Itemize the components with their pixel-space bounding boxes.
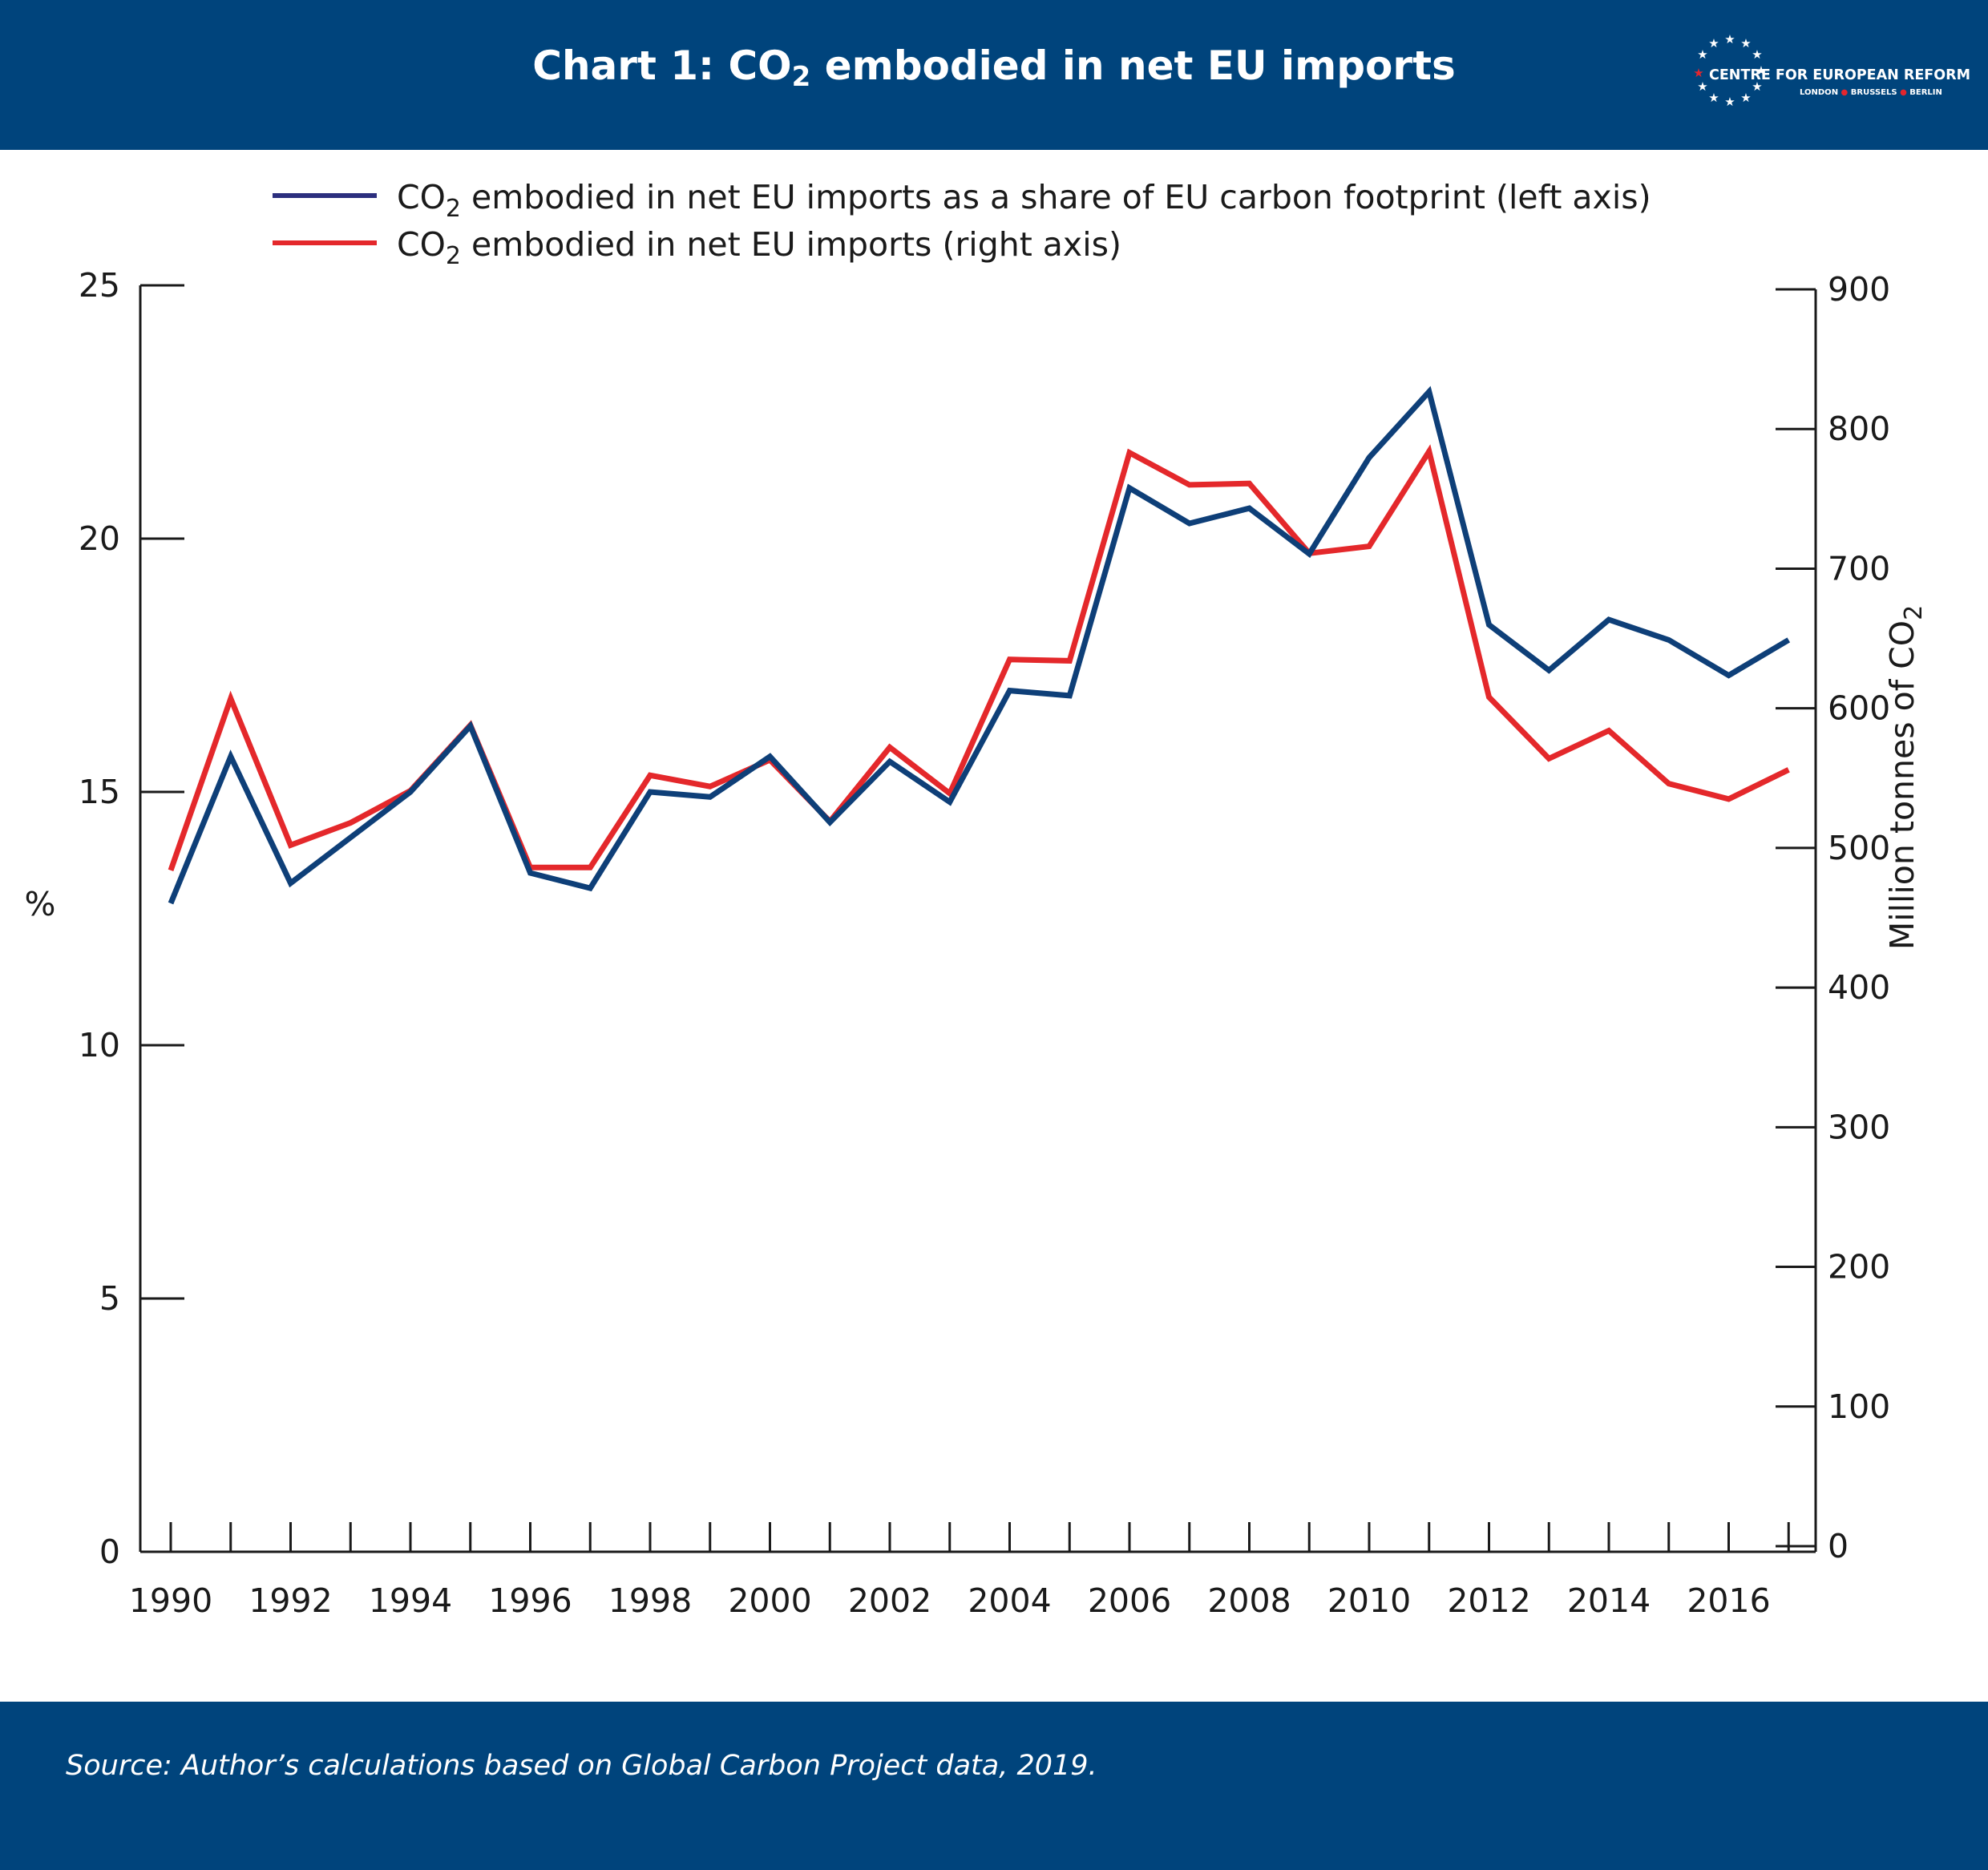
svg-text:★: ★ — [1724, 95, 1735, 109]
source-note: Source: Author’s calculations based on G… — [66, 1750, 1097, 1782]
x-tick-label: 2008 — [1207, 1581, 1291, 1620]
y-right-tick-label: 200 — [1828, 1248, 1890, 1286]
y-right-tick-label: 800 — [1828, 410, 1890, 448]
y-right-tick-label: 100 — [1828, 1387, 1890, 1426]
series-layer — [168, 386, 1791, 905]
svg-text:★: ★ — [1697, 47, 1707, 62]
y-right-axis-label: Million tonnes of CO2 — [1883, 605, 1928, 950]
svg-text:★: ★ — [1752, 79, 1762, 94]
x-tick-label: 2014 — [1567, 1581, 1651, 1620]
svg-text:★: ★ — [1708, 36, 1719, 50]
y-right-tick-label: 600 — [1828, 689, 1890, 728]
y-right-tick-label: 400 — [1828, 968, 1890, 1007]
legend-label-share: CO2 embodied in net EU imports as a shar… — [397, 178, 1651, 223]
y-left-tick-label: 0 — [99, 1533, 120, 1571]
legend-label-imports: CO2 embodied in net EU imports (right ax… — [397, 225, 1121, 270]
y-right-tick-label: 300 — [1828, 1108, 1890, 1146]
x-tick-label: 2016 — [1687, 1581, 1770, 1620]
x-tick-label: 2006 — [1088, 1581, 1171, 1620]
series-line-imports — [168, 444, 1790, 871]
x-tick-label: 1994 — [369, 1581, 452, 1620]
y-right-tick-label: 700 — [1828, 549, 1890, 588]
svg-text:★: ★ — [1693, 66, 1703, 80]
logo-cities: LONDON ● BRUSSELS ● BERLIN — [1800, 88, 1942, 97]
chart-legend: CO2 embodied in net EU imports as a shar… — [273, 178, 1651, 270]
x-tick-label: 1998 — [608, 1581, 692, 1620]
series-line-share — [168, 386, 1791, 905]
svg-text:★: ★ — [1740, 91, 1751, 105]
chart-footer: Source: Author’s calculations based on G… — [0, 1702, 1988, 1870]
y-left-tick-label: 15 — [79, 773, 120, 811]
x-tick-label: 2012 — [1447, 1581, 1530, 1620]
svg-text:★: ★ — [1697, 79, 1707, 94]
x-tick-label: 1996 — [488, 1581, 572, 1620]
svg-text:★: ★ — [1724, 32, 1735, 46]
y-left-axis-label: % — [25, 885, 56, 923]
chart-header: Chart 1: CO2 embodied in net EU imports … — [0, 0, 1988, 150]
y-left-tick-label: 25 — [79, 266, 120, 305]
svg-text:★: ★ — [1708, 91, 1719, 105]
x-tick-label: 1992 — [248, 1581, 332, 1620]
eu-stars-icon: ★ ★ ★ ★ ★ ★ ★ ★ ★ ★ ★ ★ — [1693, 32, 1766, 109]
svg-text:★: ★ — [1752, 47, 1762, 62]
chart-axes: 0 5 10 15 20 25 0 100 200 300 400 500 600 700 800 900 19… — [79, 266, 1890, 1620]
y-right-tick-label: 500 — [1828, 829, 1890, 867]
x-tick-label: 2004 — [968, 1581, 1051, 1620]
logo-name: CENTRE FOR EUROPEAN REFORM — [1709, 67, 1971, 83]
x-tick-label: 1990 — [129, 1581, 212, 1620]
chart-title: Chart 1: CO2 embodied in net EU imports — [532, 42, 1456, 93]
y-left-tick-label: 5 — [99, 1279, 120, 1318]
y-right-tick-label: 0 — [1828, 1527, 1849, 1565]
svg-text:★: ★ — [1756, 63, 1766, 78]
y-left-tick-label: 10 — [79, 1026, 120, 1064]
y-right-tick-label: 900 — [1828, 270, 1890, 309]
line-chart: CO2 embodied in net EU imports as a shar… — [25, 178, 1928, 1620]
svg-text:★: ★ — [1740, 36, 1751, 50]
y-left-tick-label: 20 — [79, 519, 120, 558]
cer-logo: ★ ★ ★ ★ ★ ★ ★ ★ ★ ★ ★ ★ CENTRE FOR EUROP… — [1690, 32, 1970, 120]
x-tick-label: 2002 — [848, 1581, 931, 1620]
x-tick-label: 2000 — [728, 1581, 811, 1620]
x-tick-label: 2010 — [1327, 1581, 1411, 1620]
